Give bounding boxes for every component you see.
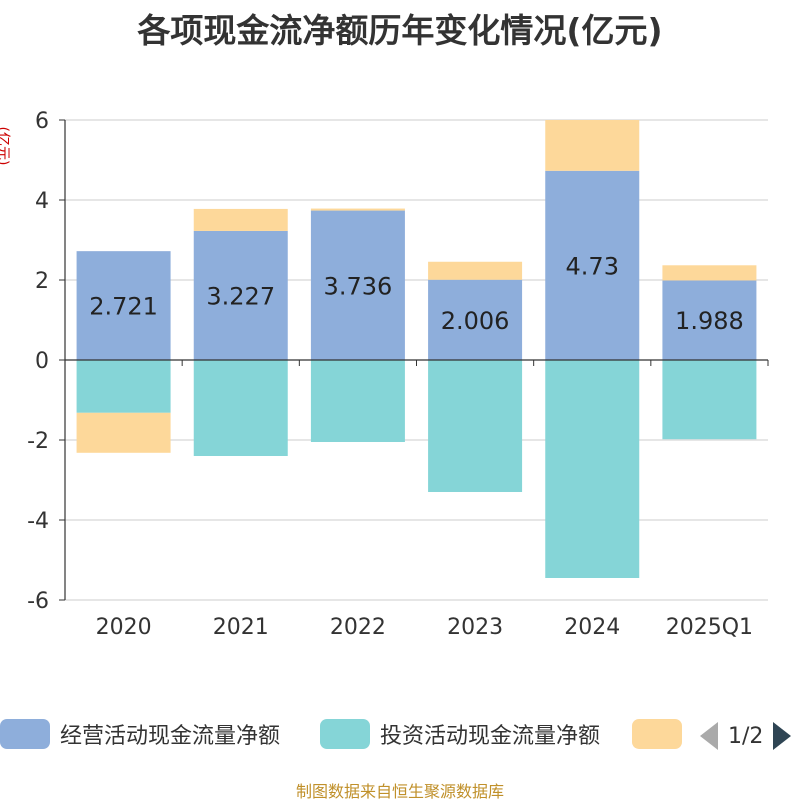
y-tick-label: -2	[27, 429, 49, 454]
bar-third-2025Q1[interactable]	[662, 265, 757, 281]
x-tick-label: 2023	[447, 615, 503, 640]
bar-investing-2025Q1[interactable]	[662, 360, 757, 440]
bar-operating-2024[interactable]	[545, 170, 640, 360]
data-label: 1.988	[675, 307, 744, 335]
legend: 经营活动现金流量净额 投资活动现金流量净额 1/2	[0, 716, 800, 756]
bar-operating-2021[interactable]	[193, 230, 288, 360]
data-label: 3.227	[206, 282, 275, 310]
bar-third-2024[interactable]	[545, 120, 640, 171]
legend-swatch-third	[632, 719, 682, 749]
bar-operating-2025Q1[interactable]	[662, 280, 757, 360]
bar-investing-2024[interactable]	[545, 360, 640, 578]
bar-operating-2022[interactable]	[310, 210, 405, 360]
data-label: 4.73	[566, 252, 619, 280]
data-label: 2.006	[441, 307, 510, 335]
bar-third-2023[interactable]	[428, 261, 523, 280]
legend-next-page-icon[interactable]	[773, 722, 792, 750]
legend-item-third[interactable]	[632, 716, 682, 752]
legend-label-investing: 投资活动现金流量净额	[380, 724, 601, 749]
x-tick-label: 2025Q1	[666, 615, 753, 640]
y-tick-label: -6	[27, 589, 49, 614]
y-tick-label: 6	[35, 109, 49, 134]
bar-investing-2022[interactable]	[310, 360, 405, 442]
bar-investing-2020[interactable]	[76, 360, 171, 413]
legend-prev-page-icon[interactable]	[700, 722, 718, 750]
bar-investing-2021[interactable]	[193, 360, 288, 456]
y-tick-label: -4	[27, 509, 49, 534]
legend-pager: 1/2	[700, 722, 792, 750]
legend-swatch-investing	[320, 719, 370, 749]
legend-page-indicator: 1/2	[728, 723, 764, 749]
x-tick-label: 2022	[330, 615, 386, 640]
y-tick-label: 4	[35, 189, 49, 214]
data-source-note: 制图数据来自恒生聚源数据库	[295, 782, 504, 801]
bar-third-2020[interactable]	[76, 412, 171, 453]
data-label: 3.736	[324, 272, 393, 300]
legend-label-operating: 经营活动现金流量净额	[60, 724, 281, 749]
legend-item-investing[interactable]: 投资活动现金流量净额	[320, 716, 600, 752]
legend-swatch-operating	[0, 719, 50, 749]
stacked-bar-chart: -6 -4 -2 0 2 4 6 2.721 2020 3.227 2021 3.736 2022 2.0…	[27, 109, 769, 640]
x-tick-label: 2024	[564, 615, 620, 640]
y-tick-label: 0	[35, 349, 49, 374]
bar-operating-2023[interactable]	[428, 279, 523, 360]
x-tick-label: 2021	[213, 615, 269, 640]
chart-title: 各项现金流净额历年变化情况(亿元)	[137, 11, 663, 50]
bar-operating-2020[interactable]	[76, 251, 171, 360]
data-label: 2.721	[89, 293, 158, 321]
y-tick-label: 2	[35, 269, 49, 294]
legend-item-operating[interactable]: 经营活动现金流量净额	[0, 716, 280, 752]
x-tick-label: 2020	[96, 615, 152, 640]
bar-third-2022[interactable]	[310, 208, 405, 211]
bar-investing-2023[interactable]	[428, 360, 523, 492]
bar-third-2021[interactable]	[193, 208, 288, 231]
